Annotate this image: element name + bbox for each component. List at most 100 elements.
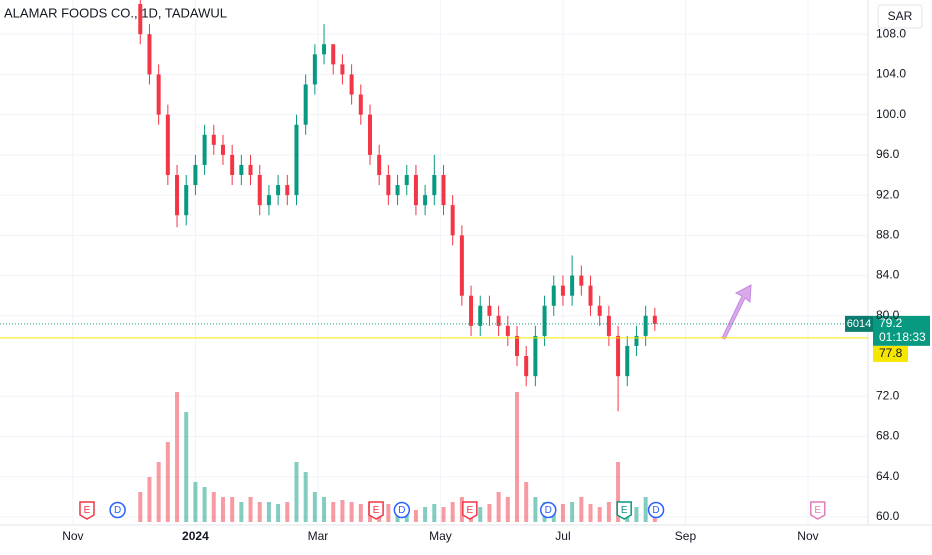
event-label: E xyxy=(814,505,821,516)
candle-body xyxy=(478,305,483,326)
volume-bar xyxy=(579,497,584,522)
candle-body xyxy=(322,44,327,55)
x-tick-label: Nov xyxy=(62,529,83,543)
candle-body xyxy=(266,195,271,206)
candle-body xyxy=(634,335,639,346)
volume-bar xyxy=(459,497,464,522)
candle-body xyxy=(138,4,143,35)
candle-body xyxy=(239,164,244,175)
candle-body xyxy=(404,175,409,186)
volume-bar xyxy=(147,477,152,522)
event-marker xyxy=(539,501,557,519)
currency-label[interactable]: SAR xyxy=(888,9,913,23)
event-marker xyxy=(810,501,826,520)
candle-body xyxy=(184,185,189,216)
volume-bar xyxy=(533,497,538,522)
candle-body xyxy=(358,94,363,115)
candle-body xyxy=(156,74,161,115)
candle-body xyxy=(367,114,372,155)
volume-bar xyxy=(505,497,510,522)
candle-body xyxy=(524,356,529,377)
event-label: E xyxy=(84,505,91,516)
candle-body xyxy=(450,205,455,236)
candle-body xyxy=(349,74,354,95)
overlay: E D E D E D E D E 6014 79.201:18:33 77.8 xyxy=(0,315,930,520)
event-marker xyxy=(109,501,126,519)
volume-bar xyxy=(156,462,161,522)
volume-bar xyxy=(175,392,180,522)
event-label: D xyxy=(545,505,552,516)
grid xyxy=(0,0,868,525)
candle-body xyxy=(276,185,281,196)
volume-bar xyxy=(202,487,207,522)
volume-bar xyxy=(560,504,565,522)
candle-body xyxy=(560,285,565,296)
candle-body xyxy=(570,275,575,296)
x-tick-label: Mar xyxy=(308,529,329,543)
volume-bar xyxy=(285,502,290,522)
event-label: D xyxy=(114,505,121,516)
candle-body xyxy=(505,325,510,336)
volume-bar xyxy=(257,502,262,522)
symbol-tag xyxy=(845,315,873,332)
volume-bar xyxy=(515,392,520,522)
x-tick-label: Sep xyxy=(675,529,697,543)
candle-body xyxy=(303,84,308,125)
candle-body xyxy=(211,134,216,145)
candle-body xyxy=(386,175,391,196)
volume-bar xyxy=(331,502,336,522)
volume-bar xyxy=(230,497,235,522)
y-tick-label: 100.0 xyxy=(876,107,906,121)
volume-bar xyxy=(193,482,198,522)
event-label: E xyxy=(466,505,473,516)
candle-body xyxy=(331,44,336,65)
x-tick-label: May xyxy=(429,529,452,543)
event-marker xyxy=(462,501,478,520)
candle-body xyxy=(165,114,170,175)
event-label: D xyxy=(652,505,659,516)
countdown: 01:18:33 xyxy=(879,330,926,344)
volume-bar xyxy=(524,482,529,522)
candle-body xyxy=(496,315,501,326)
candle-body xyxy=(423,195,428,206)
volume-bar xyxy=(211,492,216,522)
candle-body xyxy=(652,315,657,324)
candle-body xyxy=(625,345,630,377)
candle-body xyxy=(432,175,437,196)
event-label: E xyxy=(373,505,380,516)
volume-bar xyxy=(606,502,611,522)
candle-body xyxy=(441,175,446,206)
candle-body xyxy=(413,175,418,206)
candle-body xyxy=(175,175,180,216)
candle-body xyxy=(248,164,253,175)
candle-body xyxy=(312,54,317,85)
volume-bar xyxy=(340,500,345,522)
candle-body xyxy=(193,164,198,186)
currency-button[interactable] xyxy=(877,4,923,29)
drawn-arrow xyxy=(721,284,752,340)
candle-body xyxy=(579,275,584,286)
symbol-code: 6014 xyxy=(847,318,871,330)
volume-bar xyxy=(322,497,327,522)
candle-body xyxy=(459,235,464,296)
candle-body xyxy=(257,175,262,206)
x-tick-label: 2024 xyxy=(182,529,209,543)
candle-body xyxy=(588,285,593,306)
event-marker xyxy=(368,501,384,520)
volume-bar xyxy=(441,507,446,522)
volume-bar xyxy=(276,504,281,522)
candle-body xyxy=(643,315,648,336)
chart-title: ALAMAR FOODS CO., 1D, TADAWUL xyxy=(4,5,227,20)
candle-body xyxy=(340,64,345,75)
volume-bar xyxy=(165,442,170,522)
event-label: E xyxy=(621,505,628,516)
volume-bar xyxy=(588,504,593,522)
y-tick-label: 84.0 xyxy=(876,268,900,282)
candle-body xyxy=(487,305,492,316)
y-tick-label: 64.0 xyxy=(876,469,900,483)
volume-bar xyxy=(184,412,189,522)
candle-body xyxy=(515,335,520,357)
volume-bar xyxy=(423,507,428,522)
y-tick-label: 104.0 xyxy=(876,67,906,81)
volume-bar xyxy=(597,507,602,522)
